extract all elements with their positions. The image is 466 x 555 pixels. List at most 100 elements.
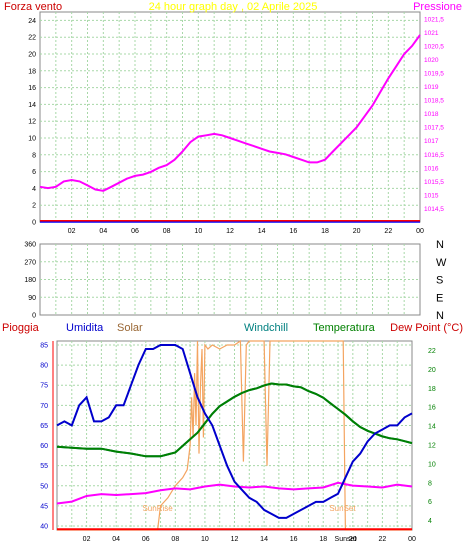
p1-left-tick-label: 22 [28, 35, 36, 42]
p1-right-tick-label: 1014,5 [424, 206, 444, 213]
p1-right-tick-label: 1015 [424, 192, 439, 199]
p1-right-tick-label: 1020,5 [424, 43, 444, 50]
p3-left-tick-label: 45 [40, 503, 48, 510]
pressure-label: Pressione [413, 1, 462, 13]
compass-label: W [436, 257, 447, 269]
chart-title: 24 hour graph day , 02 Aprile 2025 [149, 1, 318, 13]
p3-x-tick-label: 08 [171, 536, 179, 543]
wind-direction-ticks: 0 N 90 E 180 S 270 W 360 N [24, 239, 447, 322]
rain-label: Pioggia [2, 322, 40, 334]
p3-left-tick-label: 70 [40, 403, 48, 410]
p1-right-tick-label: 1017 [424, 138, 439, 145]
p3-x-tick-label: 06 [142, 536, 150, 543]
p3-x-tick-label: 12 [231, 536, 239, 543]
p1-x-tick-label: 06 [131, 228, 139, 235]
humidity-series-line [56, 344, 413, 519]
p1-right-tick-label: 1016 [424, 165, 439, 172]
compass-label: E [436, 292, 443, 304]
pressure-series-line [39, 34, 421, 192]
p3-right-tick-label: 10 [428, 461, 436, 468]
p1-left-tick-label: 12 [28, 119, 36, 126]
p3-left-tick-label: 75 [40, 383, 48, 390]
p3-x-tick-label: 20 [349, 536, 357, 543]
p2-left-tick-label: 180 [24, 277, 36, 284]
p1-left-tick-label: 10 [28, 136, 36, 143]
p1-x-tick-label: 04 [99, 228, 107, 235]
compass-label: N [436, 239, 444, 251]
p1-x-tick-label: 08 [163, 228, 171, 235]
p1-left-tick-label: 0 [32, 220, 36, 227]
p3-right-tick-label: 4 [428, 518, 432, 525]
p1-right-tick-label: 1016,5 [424, 152, 444, 159]
p2-left-tick-label: 90 [28, 295, 36, 302]
p2-left-tick-label: 270 [24, 259, 36, 266]
p1-left-tick-label: 6 [32, 169, 36, 176]
p1-left-tick-label: 20 [28, 52, 36, 59]
solar-label: Solar [117, 322, 143, 334]
p3-left-tick-label: 65 [40, 423, 48, 430]
windchill-label: Windchill [244, 322, 288, 334]
p3-left-tick-label: 80 [40, 363, 48, 370]
p3-right-tick-label: 20 [428, 367, 436, 374]
p1-x-tick-label: 16 [289, 228, 297, 235]
p1-left-tick-label: 8 [32, 152, 36, 159]
wind-force-label: Forza vento [4, 1, 62, 13]
p1-x-tick-label: 10 [194, 228, 202, 235]
p1-x-tick-label: 02 [68, 228, 76, 235]
p1-right-tick-label: 1018,5 [424, 98, 444, 105]
p1-left-tick-label: 2 [32, 203, 36, 210]
p2-left-tick-label: 0 [32, 313, 36, 320]
p3-x-tick-label: 10 [201, 536, 209, 543]
p3-right-tick-label: 18 [428, 386, 436, 393]
pressure-wind-ticks: 02 04 06 08 10 12 14 16 18 20 22 000246810121416182… [28, 16, 444, 235]
p3-x-tick-label: 02 [83, 536, 91, 543]
p3-left-tick-label: 40 [40, 523, 48, 530]
solar-series-line [57, 339, 412, 531]
p3-right-tick-label: 16 [428, 405, 436, 412]
p3-x-tick-label: 16 [290, 536, 298, 543]
p1-left-tick-label: 4 [32, 186, 36, 193]
p1-right-tick-label: 1019,5 [424, 70, 444, 77]
humidity-label: Umidita [66, 322, 104, 334]
p3-x-tick-label: 18 [319, 536, 327, 543]
p1-x-tick-label: 00 [416, 228, 424, 235]
p3-left-tick-label: 85 [40, 343, 48, 350]
p1-right-tick-label: 1015,5 [424, 179, 444, 186]
p3-right-tick-label: 6 [428, 499, 432, 506]
p3-left-tick-label: 55 [40, 463, 48, 470]
p3-right-tick-label: 14 [428, 424, 436, 431]
p3-right-tick-label: 22 [428, 348, 436, 355]
p3-x-tick-label: 22 [379, 536, 387, 543]
p1-left-tick-label: 14 [28, 102, 36, 109]
p1-right-tick-label: 1018 [424, 111, 439, 118]
p3-x-tick-label: 00 [408, 536, 416, 543]
wind-direction-grid [40, 244, 420, 315]
p1-right-tick-label: 1020 [424, 57, 439, 64]
temperature-series-line [56, 382, 413, 458]
p1-left-tick-label: 16 [28, 85, 36, 92]
sun-annotations: SunRise SunSet Sunset [142, 504, 356, 543]
temperature-label: Temperatura [313, 322, 376, 334]
p1-x-tick-label: 14 [258, 228, 266, 235]
p3-x-tick-label: 14 [260, 536, 268, 543]
p1-x-tick-label: 22 [384, 228, 392, 235]
p1-right-tick-label: 1021,5 [424, 16, 444, 23]
compass-label: N [436, 310, 444, 322]
dewpoint-label: Dew Point (°C) [390, 322, 463, 334]
pressure-wind-series [39, 34, 421, 223]
p1-left-tick-label: 18 [28, 68, 36, 75]
temperature-humidity-grid [57, 341, 412, 530]
p1-x-tick-label: 20 [353, 228, 361, 235]
sun-annotation: SunRise [142, 504, 173, 513]
p3-right-tick-label: 8 [428, 480, 432, 487]
temperature-humidity-series [56, 339, 413, 531]
p2-left-tick-label: 360 [24, 242, 36, 249]
p1-right-tick-label: 1021 [424, 30, 439, 37]
p1-left-tick-label: 24 [28, 18, 36, 25]
dewpoint-series-line [56, 481, 413, 505]
temperature-humidity-panel: 02 04 06 08 10 12 14 16 18 20 22 00 40 45 50 55 60 65 70 75… [2, 322, 463, 543]
temperature-humidity-ticks: 02 04 06 08 10 12 14 16 18 20 22 00 40 45 50 55 60 65 70 75… [40, 341, 436, 543]
p1-right-tick-label: 1019 [424, 84, 439, 91]
p3-left-tick-label: 60 [40, 443, 48, 450]
